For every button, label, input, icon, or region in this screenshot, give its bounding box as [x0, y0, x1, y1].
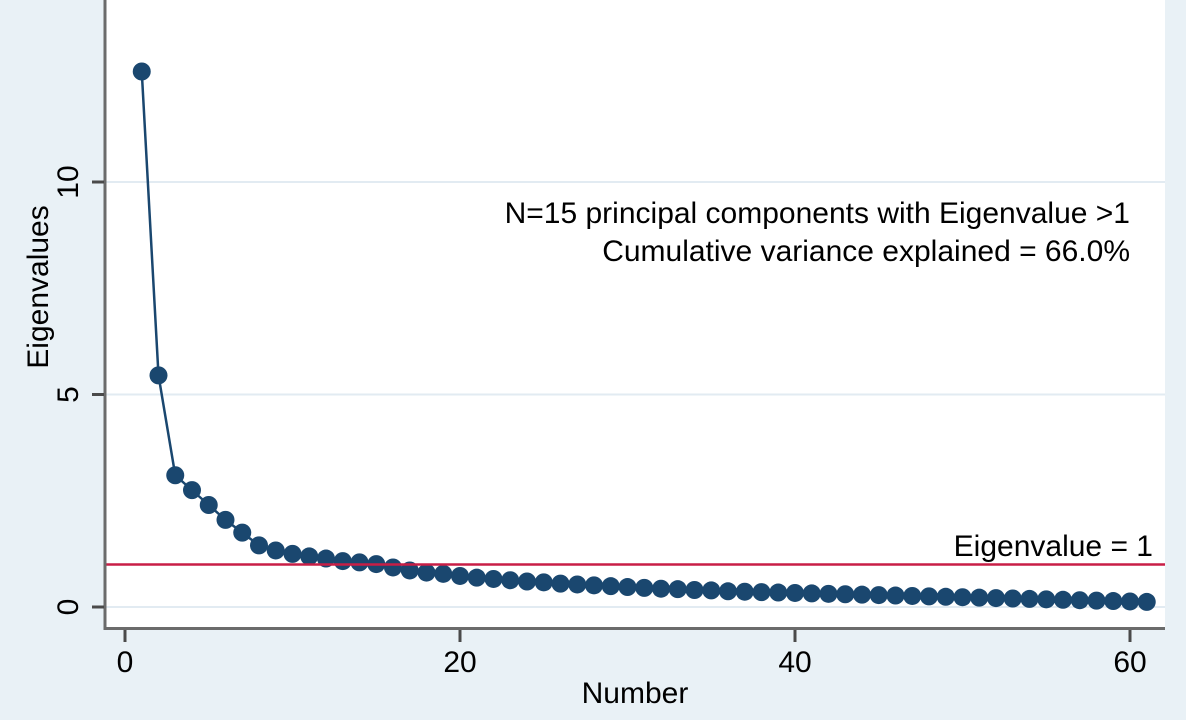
data-point	[350, 553, 369, 572]
data-point	[1121, 592, 1139, 611]
data-point	[936, 587, 955, 606]
data-point	[1104, 592, 1123, 611]
data-point	[685, 581, 704, 599]
data-point	[635, 578, 654, 597]
x-tick-label: 20	[443, 646, 476, 679]
data-point	[199, 496, 218, 514]
data-point	[333, 552, 352, 571]
data-point	[836, 585, 855, 604]
data-point	[250, 536, 268, 555]
data-point	[903, 586, 922, 605]
data-point	[953, 588, 972, 607]
data-point	[132, 62, 151, 81]
data-point	[1070, 591, 1089, 610]
data-point	[735, 582, 754, 601]
data-point	[886, 586, 905, 605]
annotation-cumulative-variance: Cumulative variance explained = 66.0%	[602, 235, 1130, 268]
y-axis-title: Eigenvalues	[22, 205, 55, 368]
y-tick-label: 5	[52, 386, 85, 403]
threshold-label: Eigenvalue = 1	[954, 530, 1153, 563]
data-point	[1137, 592, 1156, 611]
data-point	[769, 583, 788, 602]
data-point	[987, 589, 1005, 608]
data-point	[702, 581, 721, 600]
data-point	[1020, 589, 1039, 608]
y-tick-label: 0	[52, 599, 85, 616]
data-point	[1003, 589, 1022, 608]
data-point	[752, 583, 771, 602]
data-point	[518, 572, 536, 591]
x-tick-label: 40	[778, 646, 811, 679]
data-point	[652, 579, 670, 598]
axes	[103, 0, 1165, 630]
data-point	[216, 510, 235, 529]
data-point	[719, 582, 737, 601]
data-point	[233, 523, 252, 542]
data-point	[1054, 590, 1072, 609]
data-point	[300, 547, 319, 566]
x-axis-title: Number	[582, 677, 689, 710]
data-point	[802, 584, 821, 603]
data-point	[853, 585, 871, 604]
x-tick-label: 0	[117, 646, 134, 679]
data-point	[484, 569, 503, 588]
data-point	[149, 366, 168, 385]
annotation-components-count: N=15 principal components with Eigenvalu…	[505, 197, 1130, 230]
data-point	[400, 561, 419, 580]
data-point	[534, 573, 553, 592]
data-point	[618, 578, 637, 597]
data-point	[451, 566, 469, 585]
data-point	[183, 481, 201, 500]
data-point	[434, 564, 453, 583]
data-point	[786, 583, 804, 602]
data-point	[501, 571, 520, 590]
plot-area	[105, 0, 1165, 627]
data-point	[1037, 590, 1056, 609]
data-point	[869, 586, 888, 605]
data-point	[568, 575, 587, 594]
data-point	[283, 544, 302, 563]
scree-series	[132, 62, 1156, 611]
x-tick-label: 60	[1113, 646, 1146, 679]
data-point	[384, 558, 402, 577]
data-point	[585, 576, 603, 595]
data-point	[417, 563, 436, 582]
y-tick-label: 10	[52, 165, 85, 198]
data-point	[266, 541, 285, 560]
tick-labels: 0 5 10 0 20 40 60	[52, 165, 1147, 679]
data-point	[551, 574, 570, 593]
data-point	[601, 577, 620, 596]
data-point	[819, 584, 838, 603]
data-point	[166, 466, 185, 485]
data-point	[467, 568, 486, 587]
horizontal-gridlines	[105, 181, 1165, 608]
data-point	[1087, 591, 1106, 610]
data-point	[668, 580, 687, 599]
tick-marks	[92, 180, 1132, 642]
data-point	[970, 588, 989, 607]
data-point	[920, 587, 938, 606]
data-point	[317, 549, 335, 568]
